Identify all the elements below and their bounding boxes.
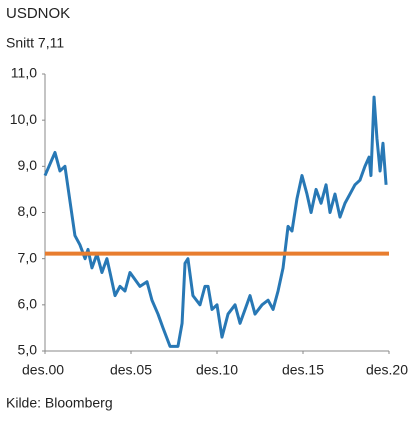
y-tick-label: 6,0	[18, 296, 38, 312]
y-tick-label: 5,0	[18, 342, 38, 358]
x-tick-label: des.10	[196, 362, 238, 378]
x-tick-label: des.15	[282, 362, 324, 378]
x-tick-label: des.20	[366, 362, 408, 378]
y-tick-label: 9,0	[18, 157, 38, 173]
line-series	[43, 95, 388, 348]
chart-subtitle: Snitt 7,11	[6, 35, 64, 51]
x-tick-label: des.00	[22, 362, 64, 378]
y-tick-label: 7,0	[18, 249, 38, 265]
y-tick-label: 11,0	[11, 65, 37, 81]
y-tick-label: 8,0	[18, 203, 38, 219]
chart-title: USDNOK	[6, 5, 70, 22]
x-tick-label: des.05	[110, 362, 152, 378]
y-tick-label: 10,0	[10, 111, 37, 127]
source: Kilde: Bloomberg	[6, 395, 113, 411]
